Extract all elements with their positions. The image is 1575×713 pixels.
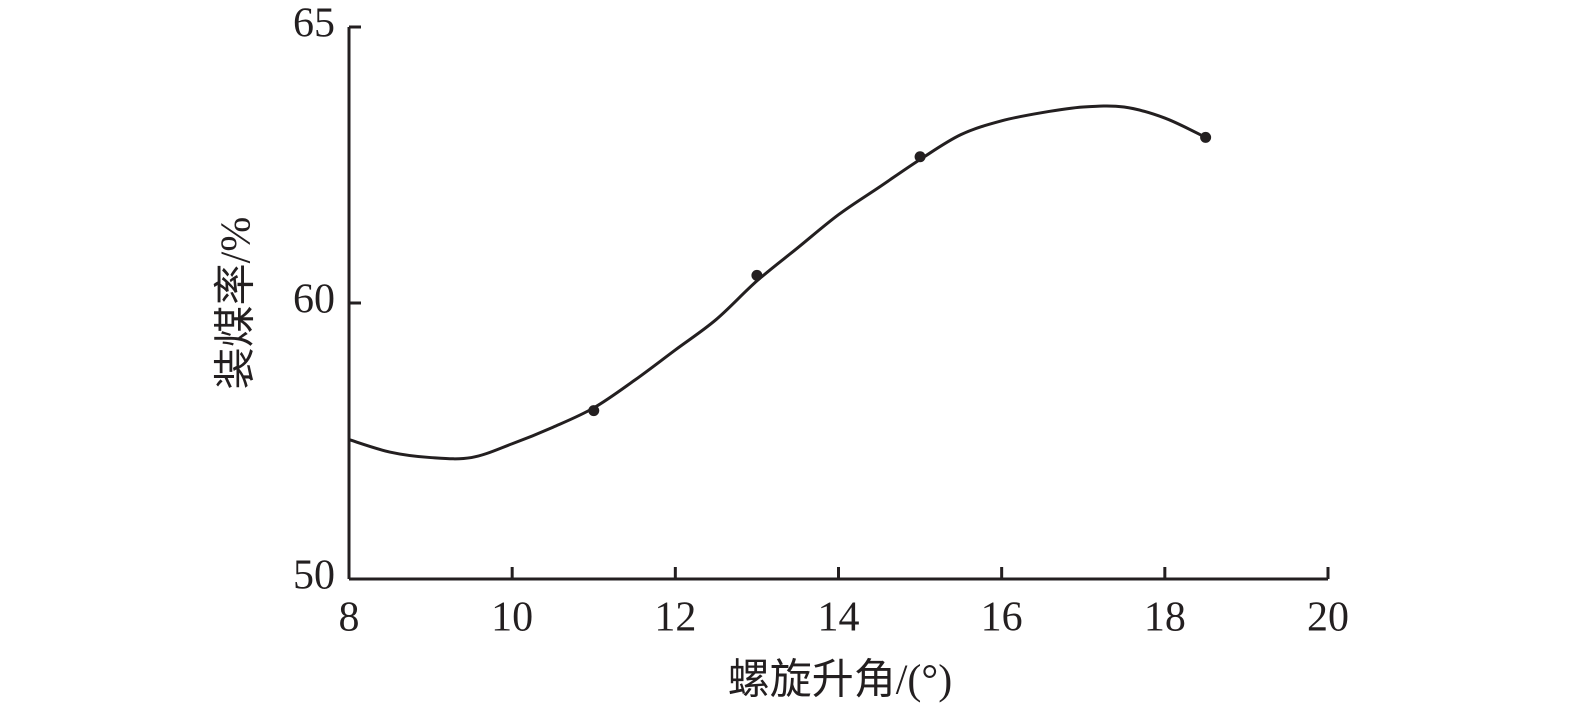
data-point — [751, 269, 763, 281]
x-tick-label: 18 — [1144, 595, 1186, 641]
data-point — [914, 151, 926, 163]
x-axis-label: 螺旋升角/(°) — [728, 658, 952, 704]
x-tick-label: 12 — [654, 595, 696, 641]
fit-line — [348, 104, 1207, 461]
x-tick-label: 16 — [981, 595, 1023, 641]
y-axis-label: 装煤率/% — [213, 217, 260, 390]
data-point — [588, 405, 600, 417]
x-tick-label: 10 — [491, 595, 533, 641]
y-tick-label: 60 — [293, 277, 335, 323]
x-tick-label: 8 — [339, 595, 360, 641]
x-tick-label: 20 — [1307, 595, 1349, 641]
data-point — [1200, 131, 1212, 143]
y-tick-label: 65 — [293, 1, 335, 47]
x-tick-label: 14 — [818, 595, 860, 641]
y-tick-label: 50 — [293, 553, 335, 599]
